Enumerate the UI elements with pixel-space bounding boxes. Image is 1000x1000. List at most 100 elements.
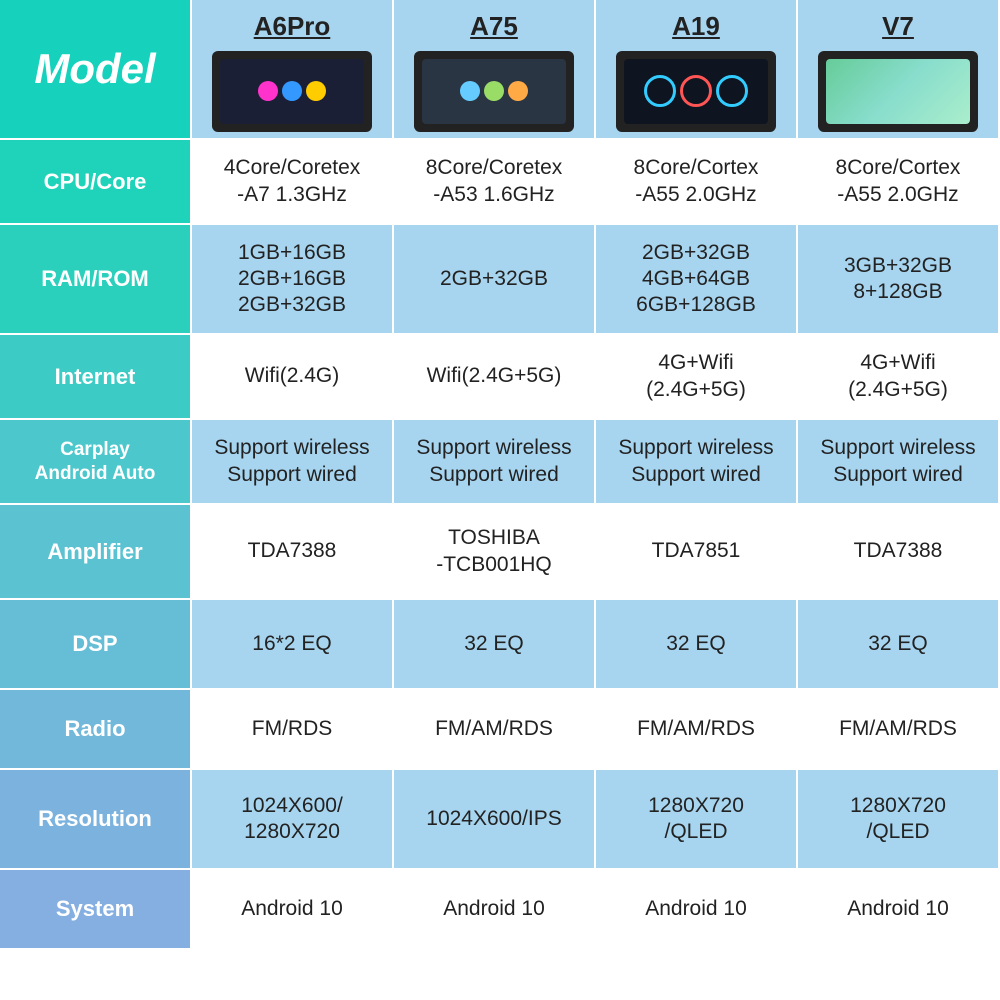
data-value: Support wireless [820,435,975,461]
device-image [616,51,776,133]
data-cell: Support wirelessSupport wired [596,420,798,505]
data-value: 8Core/Cortex [836,155,961,181]
data-cell: Support wirelessSupport wired [192,420,394,505]
data-cell: 8Core/Coretex-A53 1.6GHz [394,140,596,225]
data-value: Support wireless [618,435,773,461]
data-value: TDA7851 [652,538,741,564]
data-value: 8Core/Coretex [426,155,563,181]
data-value: -A53 1.6GHz [433,182,554,208]
row-header: CarplayAndroid Auto [0,420,192,505]
data-cell: 8Core/Cortex-A55 2.0GHz [798,140,1000,225]
row-header: CPU/Core [0,140,192,225]
column-header: A75 [394,0,596,140]
data-value: /QLED [664,819,727,845]
data-value: 2GB+16GB [238,266,346,292]
row-header-label: Amplifier [47,538,142,566]
data-value: Wifi(2.4G+5G) [427,363,562,389]
column-header: A19 [596,0,798,140]
row-header-label: DSP [72,630,117,658]
data-value: 1024X600/ [241,793,343,819]
data-value: TOSHIBA [448,525,540,551]
data-value: TDA7388 [854,538,943,564]
data-cell: 2GB+32GB [394,225,596,335]
data-value: 2GB+32GB [642,240,750,266]
data-value: Wifi(2.4G) [245,363,340,389]
row-header: Resolution [0,770,192,870]
data-value: FM/RDS [252,716,333,742]
data-cell: 8Core/Cortex-A55 2.0GHz [596,140,798,225]
data-value: 2GB+32GB [440,266,548,292]
data-value: TDA7388 [248,538,337,564]
data-cell: FM/AM/RDS [596,690,798,770]
data-value: Android 10 [847,896,949,922]
data-cell: TOSHIBA-TCB001HQ [394,505,596,600]
data-cell: Support wirelessSupport wired [798,420,1000,505]
data-cell: Android 10 [394,870,596,950]
data-cell: FM/AM/RDS [394,690,596,770]
row-header-label: Android Auto [35,462,156,486]
data-cell: 4Core/Coretex-A7 1.3GHz [192,140,394,225]
data-value: -A7 1.3GHz [237,182,347,208]
data-value: /QLED [866,819,929,845]
data-value: -TCB001HQ [436,552,552,578]
data-cell: 1280X720/QLED [798,770,1000,870]
data-value: Support wired [833,462,963,488]
data-value: 4G+Wifi [860,350,935,376]
device-image [212,51,372,133]
data-value: FM/AM/RDS [435,716,553,742]
data-value: 1GB+16GB [238,240,346,266]
data-value: Support wired [227,462,357,488]
data-cell: TDA7388 [798,505,1000,600]
row-header-label: Internet [55,363,136,391]
column-title: A19 [672,10,720,43]
data-value: (2.4G+5G) [848,377,948,403]
data-value: FM/AM/RDS [839,716,957,742]
row-header-label: CPU/Core [44,168,147,196]
column-header: V7 [798,0,1000,140]
row-header-label: Model [34,43,155,96]
row-header-label: Radio [64,715,125,743]
data-value: Support wireless [214,435,369,461]
row-header-label: Carplay [60,438,130,462]
data-cell: TDA7388 [192,505,394,600]
data-value: Android 10 [645,896,747,922]
data-cell: 16*2 EQ [192,600,394,690]
data-value: 8+128GB [853,279,942,305]
comparison-table: ModelA6ProA75A19V7CPU/Core4Core/Coretex-… [0,0,1000,1000]
data-value: 3GB+32GB [844,253,952,279]
data-cell: Android 10 [596,870,798,950]
data-value: 16*2 EQ [252,631,331,657]
data-cell: Android 10 [192,870,394,950]
data-cell: FM/AM/RDS [798,690,1000,770]
data-cell: TDA7851 [596,505,798,600]
data-cell: 4G+Wifi(2.4G+5G) [798,335,1000,420]
data-value: -A55 2.0GHz [837,182,958,208]
data-cell: 1GB+16GB2GB+16GB2GB+32GB [192,225,394,335]
data-cell: 1024X600/1280X720 [192,770,394,870]
data-value: Android 10 [443,896,545,922]
row-header-label: Resolution [38,805,152,833]
column-header: A6Pro [192,0,394,140]
data-cell: 32 EQ [596,600,798,690]
data-value: 1280X720 [850,793,946,819]
row-header: DSP [0,600,192,690]
data-cell: 2GB+32GB4GB+64GB6GB+128GB [596,225,798,335]
data-value: 4Core/Coretex [224,155,361,181]
column-title: A6Pro [254,10,331,43]
data-value: FM/AM/RDS [637,716,755,742]
data-cell: 1280X720/QLED [596,770,798,870]
row-header: Radio [0,690,192,770]
data-value: 8Core/Cortex [634,155,759,181]
data-value: Support wired [429,462,559,488]
row-header: System [0,870,192,950]
data-value: Support wireless [416,435,571,461]
column-title: A75 [470,10,518,43]
data-value: (2.4G+5G) [646,377,746,403]
row-header: RAM/ROM [0,225,192,335]
data-value: Support wired [631,462,761,488]
data-cell: 1024X600/IPS [394,770,596,870]
row-header-label: RAM/ROM [41,265,149,293]
data-cell: Wifi(2.4G) [192,335,394,420]
data-cell: 32 EQ [798,600,1000,690]
data-value: 4GB+64GB [642,266,750,292]
